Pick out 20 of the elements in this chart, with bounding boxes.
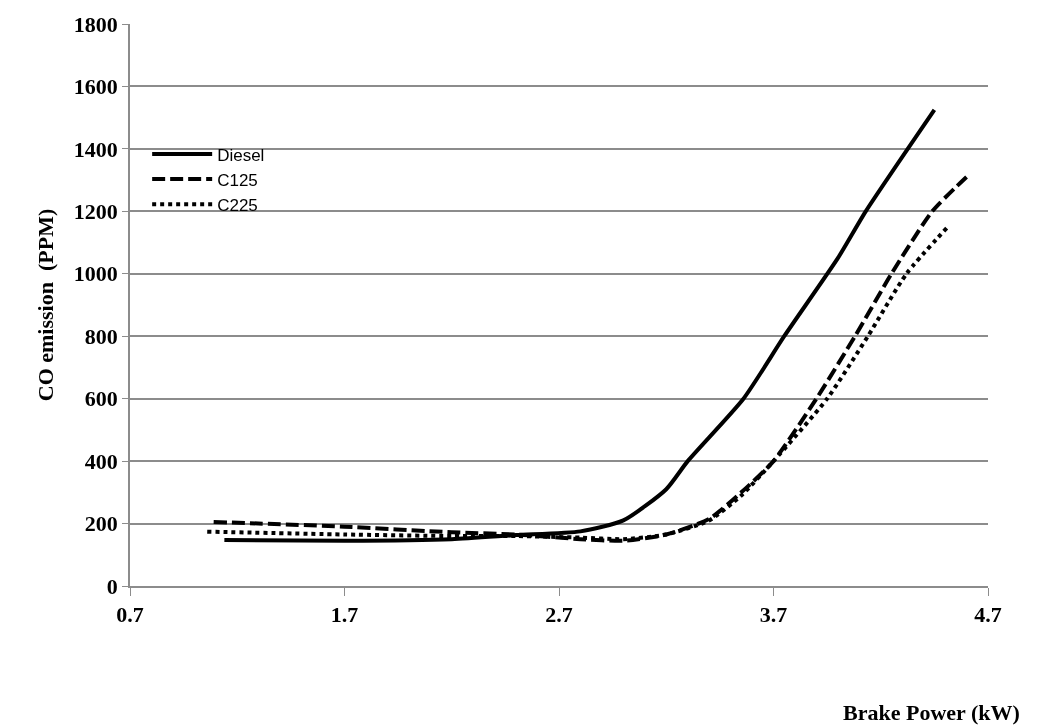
y-tick-label: 600 xyxy=(84,386,118,412)
legend-label: Diesel xyxy=(217,145,265,165)
legend-label: C225 xyxy=(217,195,258,215)
x-axis-title: Brake Power (kW) xyxy=(843,700,1020,725)
y-axis-title: CO emission (PPM) xyxy=(33,208,59,402)
y-tick-label: 1400 xyxy=(73,136,118,162)
y-tick-label: 1600 xyxy=(73,74,118,100)
x-tick-label: 4.7 xyxy=(974,602,1002,628)
x-tick-label: 0.7 xyxy=(116,602,144,628)
x-tick-label: 3.7 xyxy=(759,602,788,628)
y-tick-label: 1000 xyxy=(73,261,118,287)
y-tick-label: 1200 xyxy=(73,199,118,225)
y-tick-label: 400 xyxy=(84,448,118,474)
x-tick-label: 1.7 xyxy=(330,602,359,628)
x-tick-label: 2.7 xyxy=(545,602,573,628)
y-tick-label: 1800 xyxy=(73,11,118,37)
y-tick-label: 200 xyxy=(84,511,118,537)
y-tick-label: 800 xyxy=(84,323,118,349)
y-tick-label: 0 xyxy=(106,573,118,599)
legend-label: C125 xyxy=(217,170,258,190)
